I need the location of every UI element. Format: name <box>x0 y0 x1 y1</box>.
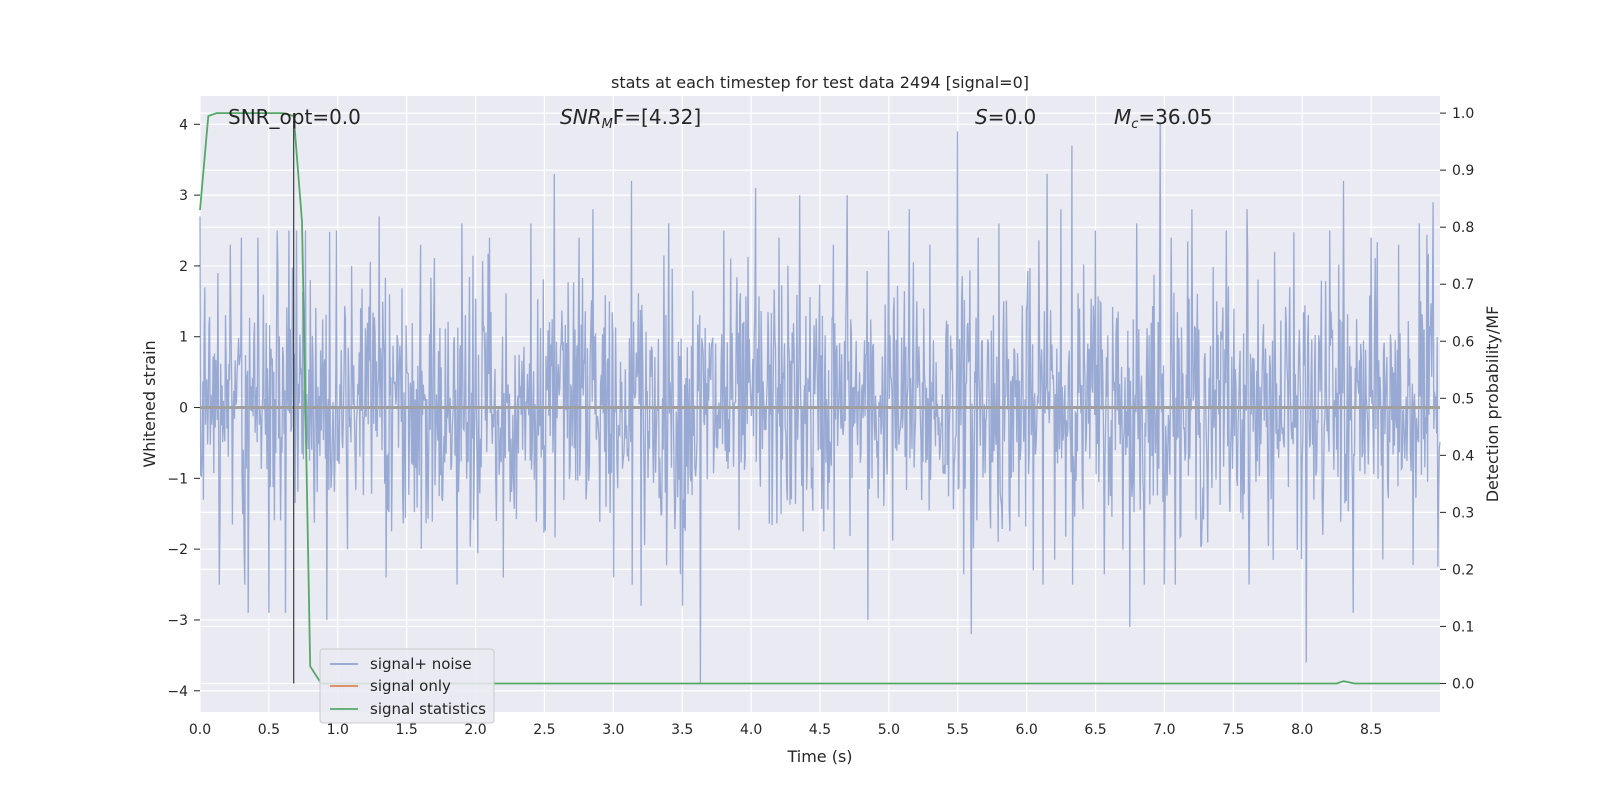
snr-mf-symbol: SNR <box>560 105 602 129</box>
y-right-tick-label: 0.1 <box>1452 619 1474 635</box>
s-symbol: S <box>975 105 988 129</box>
y-right-tick-label: 0.3 <box>1452 505 1474 521</box>
x-tick-label: 1.0 <box>327 722 349 738</box>
x-tick-label: 5.5 <box>947 722 969 738</box>
annotation-s: S=0.0 <box>975 105 1036 129</box>
y-tick-label: −2 <box>167 542 188 558</box>
x-tick-label: 8.0 <box>1291 722 1313 738</box>
legend-label-signal-statistics: signal statistics <box>370 700 486 718</box>
x-axis-label: Time (s) <box>786 747 852 766</box>
x-tick-label: 6.0 <box>1016 722 1038 738</box>
y-right-tick-label: 0.4 <box>1452 448 1474 464</box>
y-right-tick-label: 0.0 <box>1452 676 1474 692</box>
y-tick-label: 1 <box>179 330 188 346</box>
y-right-tick-label: 0.2 <box>1452 562 1474 578</box>
y-tick-label: 2 <box>179 259 188 275</box>
x-tick-label: 0.0 <box>189 722 211 738</box>
x-tick-label: 5.0 <box>878 722 900 738</box>
y-right-tick-label: 0.6 <box>1452 334 1474 350</box>
x-tick-label: 2.5 <box>533 722 555 738</box>
x-tick-label: 3.0 <box>602 722 624 738</box>
s-value: =0.0 <box>988 105 1037 129</box>
y-tick-label: −1 <box>167 471 188 487</box>
y-axis-label-right: Detection probability/MF <box>1483 306 1502 503</box>
mc-subscript: c <box>1131 117 1138 132</box>
y-tick-label: 0 <box>179 401 188 417</box>
y-right-tick-label: 0.9 <box>1452 163 1474 179</box>
x-tick-label: 3.5 <box>671 722 693 738</box>
x-tick-label: 4.0 <box>740 722 762 738</box>
chart-title: stats at each timestep for test data 249… <box>611 73 1029 92</box>
y-right-tick-label: 0.7 <box>1452 277 1474 293</box>
y-tick-label: 3 <box>179 188 188 204</box>
legend: signal+ noise signal only signal statist… <box>319 648 495 724</box>
x-tick-label: 0.5 <box>258 722 280 738</box>
y-tick-label: −3 <box>167 613 188 629</box>
mc-value: =36.05 <box>1138 105 1212 129</box>
mc-symbol: M <box>1114 105 1131 129</box>
legend-frame <box>319 648 495 724</box>
y-right-tick-label: 1.0 <box>1452 106 1474 122</box>
legend-label-signal-noise: signal+ noise <box>370 655 472 673</box>
y-tick-label: 4 <box>179 117 188 133</box>
legend-label-signal-only: signal only <box>370 677 451 695</box>
ticks: 0.0 0.5 1.0 1.5 2.0 2.5 3.0 3.5 4.0 4.5 5.0 5.5 6.0 6… <box>167 106 1474 738</box>
x-tick-label: 8.5 <box>1360 722 1382 738</box>
x-tick-label: 6.5 <box>1084 722 1106 738</box>
x-tick-label: 7.0 <box>1153 722 1175 738</box>
signal-noise-line <box>199 124 1441 684</box>
x-tick-label: 2.0 <box>464 722 486 738</box>
annotation-mc: Mc=36.05 <box>1114 105 1212 132</box>
snr-mf-subscript: M <box>602 117 613 132</box>
signal-noise-series <box>199 124 1441 684</box>
y-tick-label: −4 <box>167 684 188 700</box>
y-right-tick-label: 0.8 <box>1452 220 1474 236</box>
y-right-tick-label: 0.5 <box>1452 391 1474 407</box>
x-tick-label: 7.5 <box>1222 722 1244 738</box>
annotation-snr-mf: SNRMF=[4.32] <box>560 105 701 132</box>
snr-mf-value: F=[4.32] <box>613 105 701 129</box>
x-tick-label: 1.5 <box>396 722 418 738</box>
x-tick-label: 4.5 <box>809 722 831 738</box>
annotation-snr-opt: SNR_opt=0.0 <box>228 105 361 129</box>
y-axis-label: Whitened strain <box>140 340 159 467</box>
